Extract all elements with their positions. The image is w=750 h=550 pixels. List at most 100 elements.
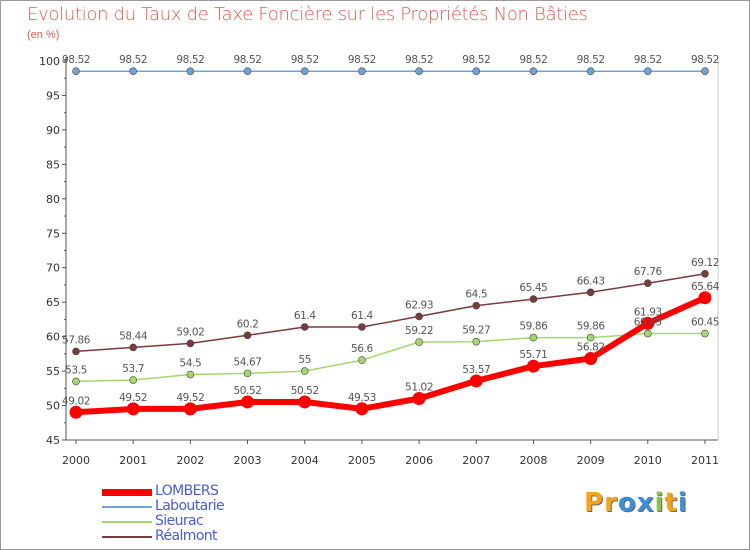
proxiti-logo: Proxiti	[584, 488, 688, 518]
data-label-lombers: 61.93	[634, 306, 662, 318]
data-point-lombers	[69, 405, 83, 419]
data-point-realmont	[186, 339, 195, 348]
data-point-sieurac	[643, 329, 652, 338]
data-label-realmont: 57.86	[62, 334, 91, 346]
logo-letter: t	[664, 488, 678, 518]
x-tick-label: 2003	[234, 454, 262, 467]
data-point-laboutarie	[472, 67, 481, 75]
data-point-realmont	[586, 288, 595, 297]
data-label-sieurac: 60.45	[634, 317, 662, 329]
data-label-lombers: 50.52	[234, 385, 262, 397]
x-tick-label: 2010	[634, 454, 662, 467]
data-label-laboutarie: 98.52	[348, 54, 376, 66]
legend-swatch-realmont	[102, 536, 152, 538]
logo-letter: P	[584, 488, 605, 518]
y-tick-label: 45	[46, 434, 60, 447]
data-point-lombers	[698, 291, 712, 305]
data-label-laboutarie: 98.52	[62, 54, 90, 66]
data-label-sieurac: 53.7	[122, 363, 144, 375]
data-label-lombers: 56.82	[577, 342, 605, 354]
data-point-laboutarie	[529, 67, 538, 75]
data-label-lombers: 53.57	[462, 364, 490, 376]
data-point-lombers	[241, 395, 255, 409]
data-point-laboutarie	[129, 67, 137, 75]
x-tick-label: 2009	[577, 454, 605, 467]
x-tick-label: 2001	[119, 454, 147, 467]
y-tick-label: 50	[46, 400, 60, 413]
y-tick-label: 60	[46, 331, 60, 344]
x-tick-label: 2006	[405, 454, 433, 467]
data-label-sieurac: 59.27	[462, 325, 490, 337]
series-line-realmont	[75, 273, 706, 353]
y-tick-label: 65	[46, 296, 60, 309]
data-label-realmont: 66.43	[577, 275, 605, 287]
data-point-lombers	[126, 402, 140, 416]
data-label-lombers: 49.52	[176, 392, 204, 404]
legend-swatch-laboutarie	[102, 506, 152, 508]
data-label-realmont: 67.76	[634, 266, 663, 278]
data-point-laboutarie	[186, 67, 195, 75]
legend-swatch-sieurac	[102, 521, 152, 523]
logo-letter: i	[677, 488, 688, 518]
data-point-sieurac	[358, 356, 366, 364]
data-point-lombers	[412, 392, 426, 406]
y-tick-label: 75	[46, 227, 60, 240]
legend-item-lombers: LOMBERS	[102, 483, 322, 499]
data-point-sieurac	[472, 337, 481, 346]
data-point-sieurac	[586, 333, 595, 342]
data-label-laboutarie: 98.52	[405, 54, 433, 66]
data-label-sieurac: 55	[298, 354, 311, 366]
series-line-sieurac	[75, 332, 705, 383]
data-point-lombers	[469, 374, 483, 388]
data-point-laboutarie	[358, 67, 366, 75]
data-label-sieurac: 53.5	[65, 364, 87, 376]
series-sieurac	[72, 329, 709, 386]
chart-title: Evolution du Taux de Taxe Foncière sur l…	[27, 4, 588, 25]
logo-letter: i	[654, 488, 665, 518]
data-label-laboutarie: 98.52	[176, 54, 204, 66]
logo-letter: o	[617, 488, 637, 518]
data-label-realmont: 61.4	[351, 310, 373, 322]
data-label-sieurac: 56.6	[351, 343, 373, 355]
data-label-sieurac: 59.86	[519, 321, 548, 333]
legend-item-laboutarie: Laboutarie	[102, 498, 322, 514]
data-point-sieurac	[72, 377, 80, 386]
data-point-realmont	[358, 323, 366, 331]
data-label-laboutarie: 98.52	[519, 54, 547, 66]
x-tick-label: 2005	[348, 454, 376, 467]
data-label-sieurac: 54.67	[234, 356, 262, 368]
data-point-realmont	[643, 279, 652, 287]
data-label-lombers: 51.02	[405, 382, 433, 394]
data-point-laboutarie	[586, 67, 595, 75]
data-point-lombers	[584, 352, 598, 366]
legend-item-sieurac: Sieurac	[102, 513, 322, 529]
legend-item-realmont: Réalmont	[102, 528, 322, 544]
data-point-laboutarie	[643, 67, 652, 75]
data-label-lombers: 55.71	[519, 349, 547, 361]
data-point-realmont	[243, 331, 252, 340]
data-label-laboutarie: 98.52	[119, 54, 147, 66]
data-point-realmont	[472, 301, 481, 310]
series-laboutarie	[72, 67, 709, 75]
data-label-lombers: 49.02	[62, 395, 90, 407]
data-point-laboutarie	[243, 67, 252, 75]
x-tick-label: 2008	[519, 454, 547, 467]
y-tick-label: 90	[46, 124, 60, 137]
data-point-sieurac	[129, 376, 137, 384]
data-label-lombers: 50.52	[291, 385, 319, 397]
data-label-realmont: 62.93	[405, 299, 433, 311]
legend-label-lombers: LOMBERS	[155, 483, 219, 499]
x-tick-label: 2000	[62, 454, 90, 467]
y-tick-label: 80	[46, 193, 60, 206]
data-point-sieurac	[243, 369, 252, 378]
data-point-sieurac	[186, 370, 195, 379]
legend-label-realmont: Réalmont	[155, 528, 218, 544]
data-point-laboutarie	[300, 67, 309, 75]
data-point-sieurac	[529, 333, 538, 342]
data-label-realmont: 60.2	[237, 318, 259, 330]
data-point-lombers	[526, 359, 540, 373]
data-label-layer: 98.52 98.52 98.52 98.52 98.52 98.52 98.52 98.52…	[62, 54, 720, 407]
chart-axes: 45 50 55 60 65 70 75 80 85 90 95 100 2000 2001 2002 200…	[39, 55, 719, 467]
data-label-lombers: 65.64	[691, 281, 720, 293]
